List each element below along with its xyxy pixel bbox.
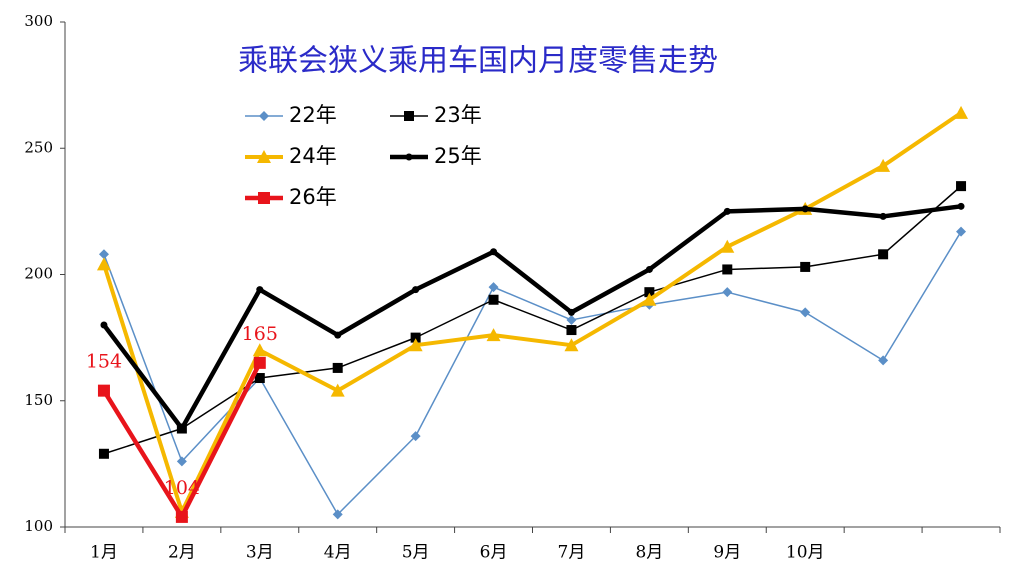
- data-point: [253, 356, 266, 369]
- data-point: [254, 373, 265, 384]
- data-point: [334, 331, 342, 339]
- legend-label: 25年: [434, 144, 482, 168]
- data-point: [256, 286, 264, 294]
- data-point: [564, 338, 579, 352]
- x-tick-label: 6月: [480, 543, 508, 563]
- data-point: [878, 249, 889, 260]
- legend-label: 26年: [289, 185, 337, 209]
- data-label: 154: [86, 351, 122, 373]
- y-tick-label: 300: [24, 12, 53, 30]
- legend-label: 22年: [289, 103, 337, 127]
- x-tick-label: 2月: [168, 543, 196, 563]
- data-point: [722, 287, 733, 298]
- legend-label: 24年: [289, 144, 337, 168]
- y-tick-label: 250: [24, 138, 53, 156]
- data-point: [100, 321, 108, 329]
- y-tick-label: 150: [24, 391, 53, 409]
- data-point: [488, 294, 499, 305]
- data-point: [252, 343, 267, 357]
- data-point: [488, 282, 499, 293]
- chart-title: 乘联会狭义乘用车国内月度零售走势: [238, 44, 718, 79]
- data-point: [956, 226, 967, 237]
- x-tick-label: 9月: [713, 543, 741, 563]
- data-point: [567, 308, 575, 316]
- legend-label: 23年: [434, 103, 482, 127]
- x-tick-label: 10月: [786, 543, 825, 563]
- data-point: [800, 261, 811, 272]
- data-point: [566, 314, 577, 325]
- legend-marker: [257, 150, 271, 163]
- data-point: [645, 265, 653, 273]
- data-point: [330, 383, 345, 397]
- data-point: [332, 509, 343, 520]
- data-point: [410, 332, 421, 343]
- data-label: 165: [242, 323, 278, 345]
- legend-marker: [259, 111, 269, 121]
- data-point: [98, 448, 109, 459]
- data-point: [490, 248, 498, 256]
- data-point: [801, 205, 809, 213]
- data-point: [175, 510, 188, 523]
- x-tick-label: 4月: [324, 543, 352, 563]
- data-point: [720, 239, 735, 253]
- data-point: [408, 338, 423, 352]
- legend-marker: [405, 153, 413, 161]
- data-point: [723, 207, 731, 215]
- data-point: [642, 292, 657, 306]
- x-tick-label: 7月: [558, 543, 586, 563]
- x-tick-label: 3月: [246, 543, 274, 563]
- data-point: [176, 456, 187, 467]
- data-point: [956, 181, 967, 192]
- series-line: [102, 204, 962, 431]
- data-point: [644, 287, 655, 298]
- data-point: [98, 249, 109, 260]
- legend-marker: [404, 111, 414, 121]
- data-point: [876, 158, 891, 172]
- data-point: [879, 212, 887, 220]
- x-tick-label: 8月: [635, 543, 663, 563]
- data-point: [722, 264, 733, 275]
- x-tick-label: 1月: [90, 543, 118, 563]
- data-point: [566, 325, 577, 336]
- data-label: 104: [164, 477, 200, 499]
- data-point: [97, 384, 110, 397]
- data-point: [954, 105, 969, 119]
- data-point: [957, 202, 965, 210]
- data-point: [486, 328, 501, 342]
- data-point: [412, 286, 420, 294]
- data-point: [410, 431, 421, 442]
- series-line: [103, 231, 962, 516]
- series-line: [102, 111, 963, 514]
- data-point: [332, 362, 343, 373]
- data-point: [96, 257, 111, 271]
- x-tick-label: 5月: [402, 543, 430, 563]
- legend-marker: [258, 192, 270, 204]
- data-point: [800, 307, 811, 318]
- y-tick-label: 100: [24, 517, 53, 535]
- data-point: [178, 425, 186, 433]
- data-point: [878, 355, 889, 366]
- y-tick-label: 200: [24, 265, 53, 283]
